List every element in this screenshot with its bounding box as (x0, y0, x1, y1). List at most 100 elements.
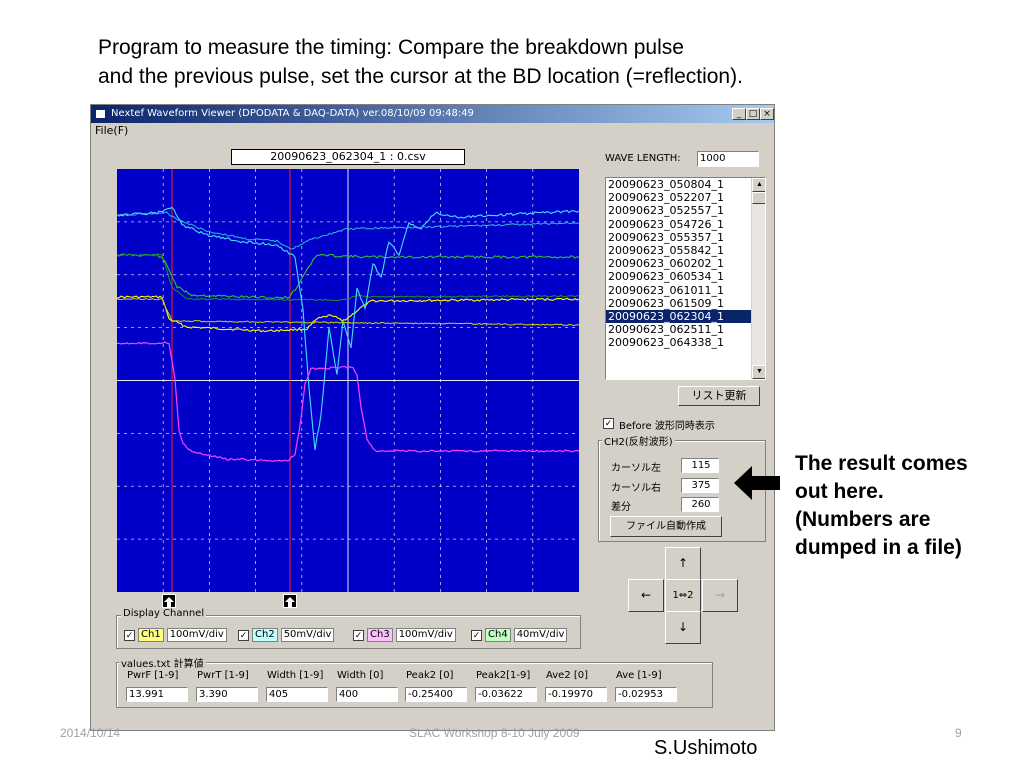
file-list-item[interactable]: 20090623_061509_1 (608, 296, 724, 310)
cursor-left-label: カーソル左 (611, 463, 661, 474)
file-list-item[interactable]: 20090623_054726_1 (608, 217, 724, 231)
current-file-name: 20090623_062304_1 : 0.csv (231, 149, 465, 165)
file-list-scrollbar[interactable]: ▲ ▼ (751, 178, 765, 379)
value-label: Width [1-9] (267, 670, 324, 681)
file-list-item[interactable]: 20090623_055842_1 (608, 243, 724, 257)
close-button[interactable]: × (760, 108, 774, 120)
channel-checkbox[interactable]: ✓ (471, 629, 482, 641)
channel-name: Ch2 (252, 628, 278, 642)
trace-ch4 (117, 253, 579, 300)
display-channel-title: Display Channel (121, 608, 207, 619)
waveform-viewer-window: Nextef Waveform Viewer (DPODATA & DAQ-DA… (90, 104, 775, 731)
caption-line-2: and the previous pulse, set the cursor a… (98, 65, 743, 88)
trace-ch1 (117, 295, 579, 333)
caption-line-1: Program to measure the timing: Compare t… (98, 36, 684, 59)
up-arrow-icon (285, 597, 295, 607)
trace-ch2-before (117, 211, 579, 250)
value-field: -0.02953 (615, 687, 677, 702)
author-name: S.Ushimoto (654, 737, 758, 759)
value-label: Ave2 [0] (546, 670, 589, 681)
slide-caption: Program to measure the timing: Compare t… (98, 33, 743, 91)
window-title: Nextef Waveform Viewer (DPODATA & DAQ-DA… (111, 108, 474, 119)
channel-name: Ch1 (138, 628, 164, 642)
before-checkbox-label: Before 波形同時表示 (619, 421, 715, 432)
values-group (116, 662, 713, 708)
wave-length-label: WAVE LENGTH: (605, 153, 681, 164)
wave-length-input[interactable]: 1000 (697, 151, 759, 167)
channel-toggle-ch3[interactable]: ✓ Ch3 100mV/div (353, 627, 456, 643)
file-list-items: 20090623_050804_1 20090623_052207_1 200906… (606, 178, 765, 349)
result-note-line-2: out here. (795, 480, 884, 503)
diff-label: 差分 (611, 502, 631, 513)
file-list[interactable]: 20090623_050804_1 20090623_052207_1 200906… (605, 177, 766, 380)
display-channel-group (116, 615, 581, 649)
left-arrow-icon (734, 466, 780, 500)
waveform-display[interactable] (117, 169, 579, 592)
file-list-item[interactable]: 20090623_062511_1 (608, 323, 724, 337)
result-note: The result comes out here. (Numbers are … (795, 450, 968, 562)
waveform-plot (117, 169, 579, 592)
page-number: 9 (955, 726, 962, 740)
ch2-group (598, 440, 766, 542)
footer-date: 2014/10/14 (60, 726, 121, 740)
scroll-down-icon[interactable]: ▼ (752, 365, 765, 379)
value-label: Peak2[1-9] (476, 670, 531, 681)
trace-ch4-before (117, 253, 579, 302)
trace-ch2 (117, 206, 579, 451)
value-label: Peak2 [0] (406, 670, 454, 681)
list-refresh-button[interactable]: リスト更新 (678, 386, 760, 406)
channel-scale: 50mV/div (280, 628, 335, 642)
channel-name: Ch4 (485, 628, 511, 642)
value-field: 13.991 (126, 687, 188, 702)
cursor-right-value: 375 (681, 478, 719, 493)
trace-ch3 (117, 341, 579, 463)
values-title: values.txt 計算値 (119, 655, 206, 670)
file-list-item[interactable]: 20090623_052557_1 (608, 204, 724, 218)
nav-down-button[interactable]: ↓ (665, 611, 701, 644)
up-arrow-icon (164, 597, 174, 607)
value-field: -0.03622 (475, 687, 537, 702)
result-note-line-4: dumped in a file) (795, 536, 962, 559)
footer-event: SLAC Workshop 8-10 July 2009 (409, 726, 580, 740)
value-field: 3.390 (196, 687, 258, 702)
channel-name: Ch3 (367, 628, 393, 642)
auto-file-button[interactable]: ファイル自動作成 (610, 516, 722, 537)
file-list-item[interactable]: 20090623_055357_1 (608, 230, 724, 244)
values-row: PwrF [1-9] 13.991 PwrT [1-9] 3.390 Width [1-… (126, 670, 717, 706)
nav-right-button[interactable]: → (702, 579, 738, 612)
file-list-item[interactable]: 20090623_064338_1 (608, 336, 724, 350)
menu-file[interactable]: File(F) (95, 124, 129, 137)
trace-ch1-before (117, 297, 579, 327)
before-checkbox[interactable]: ✓ (603, 418, 614, 429)
file-list-item[interactable]: 20090623_052207_1 (608, 191, 724, 205)
maximize-button[interactable]: □ (746, 108, 760, 120)
channel-toggle-ch2[interactable]: ✓ Ch2 50mV/div (238, 627, 335, 643)
channel-toggle-ch4[interactable]: ✓ Ch4 40mV/div (471, 627, 568, 643)
file-list-item[interactable]: 20090623_060534_1 (608, 270, 724, 284)
app-icon (95, 109, 106, 119)
cursor-right-marker[interactable] (283, 594, 297, 608)
diff-value: 260 (681, 497, 719, 512)
channel-checkbox[interactable]: ✓ (238, 629, 249, 641)
channel-scale: 100mV/div (166, 628, 227, 642)
cursor-left-marker[interactable] (162, 594, 176, 608)
file-list-item[interactable]: 20090623_061011_1 (608, 283, 724, 297)
file-list-item[interactable]: 20090623_050804_1 (608, 178, 724, 191)
nav-swap-button[interactable]: 1⇔2 (665, 579, 701, 612)
nav-up-button[interactable]: ↑ (665, 547, 701, 580)
title-bar[interactable]: Nextef Waveform Viewer (DPODATA & DAQ-DA… (91, 105, 774, 123)
channel-checkbox[interactable]: ✓ (353, 629, 364, 641)
file-list-item[interactable]: 20090623_062304_1 (606, 309, 765, 324)
channel-scale: 40mV/div (513, 628, 568, 642)
cursor-right-label: カーソル右 (611, 483, 661, 494)
value-label: PwrF [1-9] (127, 670, 179, 681)
nav-left-button[interactable]: ← (628, 579, 664, 612)
channel-toggle-ch1[interactable]: ✓ Ch1 100mV/div (124, 627, 227, 643)
value-label: Ave [1-9] (616, 670, 662, 681)
minimize-button[interactable]: _ (732, 108, 746, 120)
result-note-line-3: (Numbers are (795, 508, 931, 531)
channel-checkbox[interactable]: ✓ (124, 629, 135, 641)
scroll-thumb[interactable] (752, 192, 765, 204)
scroll-up-icon[interactable]: ▲ (752, 178, 765, 192)
file-list-item[interactable]: 20090623_060202_1 (608, 257, 724, 271)
